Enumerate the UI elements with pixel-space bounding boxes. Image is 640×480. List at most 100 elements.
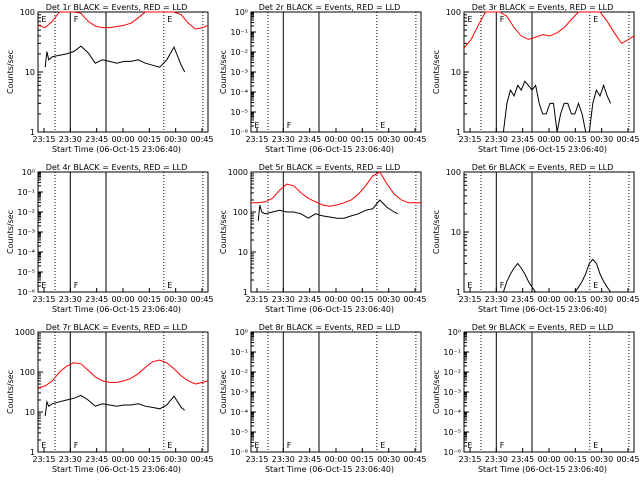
series-line-1: [463, 11, 635, 49]
marker-letter: E: [593, 15, 598, 24]
y-tick-label: 1: [456, 128, 461, 137]
x-axis-label: Start Time (06-Oct-15 23:06:40): [265, 465, 394, 474]
x-tick-label: 00:45: [403, 295, 426, 304]
y-axis-label: Counts/sec: [219, 210, 228, 254]
x-tick-label: 23:30: [485, 135, 508, 144]
marker-letter: F: [287, 121, 292, 130]
marker-letter: F: [74, 15, 79, 24]
y-tick-label: 100: [233, 208, 248, 217]
x-axis-label: Start Time (06-Oct-15 23:06:40): [52, 145, 181, 154]
x-tick-label: 00:15: [564, 135, 587, 144]
y-tick-label: 10⁰: [448, 328, 461, 337]
marker-letter: F: [74, 281, 79, 290]
x-tick-label: 00:00: [324, 455, 347, 464]
x-tick-label: 23:30: [59, 295, 82, 304]
y-tick-label: 10⁰: [235, 328, 248, 337]
y-tick-label: 10⁻¹: [17, 188, 35, 197]
y-tick-label: 10⁻¹: [230, 348, 248, 357]
y-tick-label: 100: [20, 8, 35, 17]
marker-letter: F: [74, 441, 79, 450]
series-line-2: [257, 199, 398, 221]
x-tick-label: 00:30: [164, 135, 187, 144]
x-tick-label: 00:00: [111, 295, 134, 304]
y-axis-label: Counts/sec: [219, 370, 228, 414]
y-tick-label: 10: [451, 68, 461, 77]
panel-4: Det 4r BLACK = Events, RED = LLD 10⁻⁶ 10⁻⁵…: [6, 163, 214, 314]
x-axis-label: Start Time (06-Oct-15 23:06:40): [52, 465, 181, 474]
panel-title: Det 7r BLACK = Events, RED = LLD: [46, 323, 188, 332]
y-tick-label: 10⁻⁴: [230, 88, 248, 97]
x-tick-label: 00:30: [590, 295, 613, 304]
panel-title: Det 4r BLACK = Events, RED = LLD: [46, 163, 188, 172]
x-axis-label: Start Time (06-Oct-15 23:06:40): [52, 305, 181, 314]
x-tick-label: 23:45: [85, 455, 108, 464]
panel-title: Det 8r BLACK = Events, RED = LLD: [259, 323, 401, 332]
marker-letter: E: [593, 441, 598, 450]
x-tick-label: 23:45: [511, 455, 534, 464]
x-tick-label: 23:30: [272, 455, 295, 464]
marker-letter: E: [41, 15, 46, 24]
marker-letter: E: [167, 15, 172, 24]
y-tick-label: 1000: [15, 328, 35, 337]
panel-title: Det 6r BLACK = Events, RED = LLD: [472, 163, 614, 172]
y-tick-label: 10⁻⁶: [230, 128, 248, 137]
x-tick-label: 00:45: [403, 455, 426, 464]
x-tick-label: 00:00: [324, 295, 347, 304]
y-tick-label: 1: [30, 128, 35, 137]
x-axis-label: Start Time (06-Oct-15 23:06:40): [478, 145, 607, 154]
series-line-1: [37, 11, 209, 30]
x-tick-label: 00:15: [564, 295, 587, 304]
x-axis-label: Start Time (06-Oct-15 23:06:40): [265, 305, 394, 314]
x-tick-label: 00:15: [564, 455, 587, 464]
y-tick-label: 10⁻³: [17, 228, 35, 237]
panel-1: Det 1r BLACK = Events, RED = LLD 1 10 100 23…: [6, 3, 214, 154]
series-line-2: [502, 80, 612, 133]
panel-title: Det 9r BLACK = Events, RED = LLD: [472, 323, 614, 332]
x-tick-label: 00:30: [590, 455, 613, 464]
y-tick-label: 10: [238, 248, 248, 257]
x-tick-label: 00:00: [324, 135, 347, 144]
y-tick-label: 100: [446, 8, 461, 17]
marker-letter: E: [380, 121, 385, 130]
x-tick-label: 00:45: [616, 455, 639, 464]
y-tick-label: 100: [446, 168, 461, 177]
y-tick-label: 10⁻⁵: [230, 108, 248, 117]
x-tick-label: 23:15: [32, 295, 55, 304]
x-tick-label: 23:15: [245, 455, 268, 464]
panel-6: Det 6r BLACK = Events, RED = LLD 1 10 100 23…: [432, 163, 640, 314]
x-tick-label: 23:15: [32, 455, 55, 464]
x-axis-label: Start Time (06-Oct-15 23:06:40): [478, 305, 607, 314]
x-tick-label: 23:45: [298, 295, 321, 304]
y-axis-label: Counts/sec: [432, 210, 441, 254]
x-tick-label: 23:45: [85, 295, 108, 304]
plot-frame: [250, 11, 422, 133]
x-tick-label: 00:15: [351, 135, 374, 144]
x-tick-label: 00:00: [537, 295, 560, 304]
y-tick-label: 10⁻⁵: [443, 428, 461, 437]
y-axis-label: Counts/sec: [432, 50, 441, 94]
x-tick-label: 00:00: [111, 455, 134, 464]
x-tick-label: 23:30: [485, 295, 508, 304]
y-tick-label: 10⁻⁵: [230, 428, 248, 437]
y-tick-label: 10⁰: [22, 168, 35, 177]
panel-5: Det 5r BLACK = Events, RED = LLD 1 10 100 10…: [219, 163, 427, 314]
x-tick-label: 00:45: [616, 135, 639, 144]
x-tick-label: 00:00: [111, 135, 134, 144]
x-tick-label: 00:15: [138, 455, 161, 464]
y-axis-label: Counts/sec: [432, 370, 441, 414]
marker-letter: E: [167, 281, 172, 290]
x-axis-label: Start Time (06-Oct-15 23:06:40): [478, 465, 607, 474]
x-tick-label: 23:45: [298, 455, 321, 464]
marker-letter: E: [593, 281, 598, 290]
panel-title: Det 2r BLACK = Events, RED = LLD: [259, 3, 401, 12]
x-tick-label: 23:30: [59, 135, 82, 144]
plot-frame: [37, 11, 209, 133]
x-tick-label: 23:15: [245, 135, 268, 144]
x-tick-label: 00:15: [138, 295, 161, 304]
y-tick-label: 10⁻⁴: [230, 408, 248, 417]
plot-frame: [250, 171, 422, 293]
y-tick-label: 1: [30, 448, 35, 457]
plot-frame: [463, 331, 635, 453]
x-tick-label: 00:00: [537, 135, 560, 144]
series-line-1: [251, 171, 421, 207]
